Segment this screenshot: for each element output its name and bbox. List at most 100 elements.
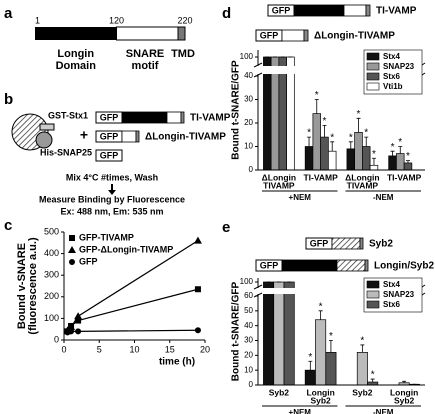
- bead-label: His-SNAP25: [40, 147, 92, 157]
- significance: *: [357, 109, 361, 120]
- marker: [193, 236, 202, 244]
- significance: *: [349, 132, 353, 143]
- y-tick-label: 100: [240, 277, 254, 286]
- x-tick-label: 20: [200, 344, 210, 354]
- legend-label: GFP: [79, 256, 98, 266]
- longin-domain: [35, 27, 117, 40]
- domain-label: TMD: [171, 48, 195, 60]
- construct-domain: [365, 4, 371, 17]
- axis-break: [254, 288, 425, 294]
- legend-marker: [69, 259, 75, 265]
- significance: *: [398, 137, 402, 148]
- bar: [304, 369, 316, 386]
- bar: [325, 352, 337, 386]
- x-tick-label: ΔLongin: [345, 172, 379, 182]
- construct-name: Syb2: [369, 239, 393, 250]
- step: Mix 4°C #times, Wash: [66, 172, 158, 182]
- legend-label: Stx4: [383, 52, 400, 61]
- construct-name: TI-VAMP: [376, 6, 417, 17]
- panel-label: b: [4, 91, 13, 108]
- bar: [388, 155, 397, 171]
- bead-label: GST-Stx1: [48, 110, 88, 120]
- legend-label: Stx6: [383, 72, 400, 81]
- domain-label: SNARE: [126, 48, 165, 60]
- y-axis-label: Bound v-SNARE: [16, 243, 28, 329]
- bar: [354, 132, 363, 171]
- construct-domain: [121, 111, 168, 124]
- condition-label: +NEM: [289, 408, 312, 414]
- construct-domain: [364, 259, 369, 272]
- panel-label: c: [4, 217, 12, 234]
- gfp-label: GFP: [100, 112, 119, 122]
- y-tick-label: 10: [244, 365, 253, 374]
- x-tick-label: Longin: [390, 387, 418, 397]
- plus: +: [80, 127, 88, 143]
- snap25: [35, 131, 53, 149]
- error-bar: [348, 141, 353, 149]
- domain-label: Longin: [57, 48, 94, 60]
- condition-label: -NEM: [373, 193, 394, 202]
- error-bar: [322, 124, 327, 138]
- legend-marker: [69, 235, 75, 241]
- construct-name: TI-VAMP: [190, 113, 231, 124]
- x-tick-label: Syb2: [394, 395, 415, 405]
- bar: [263, 281, 275, 386]
- construct-domain: [121, 130, 137, 143]
- construct-domain: [359, 237, 364, 250]
- gfp-label: GFP: [272, 5, 291, 15]
- construct-name: ΔLongin-TIVAMP: [314, 31, 395, 42]
- y-tick-label: 400: [44, 248, 59, 258]
- legend-swatch: [366, 82, 380, 91]
- error-bar: [307, 136, 312, 147]
- error-bar: [371, 157, 376, 166]
- legend-swatch: [366, 300, 380, 309]
- gfp-label: GFP: [260, 260, 279, 270]
- residue-number: 220: [177, 15, 192, 25]
- legend-swatch: [366, 52, 380, 61]
- x-tick-label: Longin: [306, 387, 334, 397]
- x-tick-label: Syb2: [352, 387, 373, 397]
- y-tick-label: 300: [44, 270, 59, 280]
- error-bar: [370, 378, 375, 383]
- gfp-label: GFP: [100, 150, 119, 160]
- significance: *: [307, 128, 311, 139]
- legend-label: GFP-TIVAMP: [79, 232, 134, 242]
- gfp-box: [95, 149, 123, 162]
- x-tick-label: Syb2: [269, 387, 290, 397]
- legend-label: Stx6: [383, 300, 400, 309]
- y-tick-label: 500: [44, 226, 59, 236]
- significance: *: [315, 90, 319, 101]
- significance: *: [371, 370, 375, 381]
- marker: [75, 328, 82, 335]
- significance: *: [364, 128, 368, 139]
- bar: [273, 281, 285, 386]
- x-tick-label: Syb2: [310, 395, 331, 405]
- gfp-label: GFP: [310, 238, 329, 248]
- bar: [312, 113, 321, 171]
- y-tick-label: 40: [244, 71, 253, 80]
- error-bar: [360, 344, 365, 353]
- condition-label: +NEM: [289, 193, 312, 202]
- error-bar: [398, 146, 403, 154]
- legend-marker: [68, 246, 76, 253]
- error-bar: [330, 141, 335, 152]
- error-bar: [364, 136, 369, 147]
- step: Ex: 488 nm, Em: 535 nm: [60, 206, 163, 216]
- residue-number: 120: [109, 15, 124, 25]
- marker: [194, 327, 201, 334]
- y-axis-label: Bound t-SNARE/GFP: [231, 60, 242, 160]
- x-tick-label: 5: [97, 344, 102, 354]
- error-bar: [314, 99, 319, 114]
- y-tick-label: 50: [244, 306, 253, 315]
- y-tick-label: 100: [240, 52, 254, 61]
- construct-domain: [331, 237, 361, 250]
- bar: [315, 319, 327, 386]
- y-tick-label: 0: [249, 165, 254, 174]
- legend-label: GFP-ΔLongin-TIVAMP: [79, 244, 173, 254]
- panel-label: d: [222, 5, 231, 22]
- construct-domain: [336, 259, 366, 272]
- legend-swatch: [366, 280, 380, 289]
- significance: *: [323, 116, 327, 127]
- step: Measure Binding by Fluorescence: [39, 194, 185, 204]
- marker: [67, 323, 76, 331]
